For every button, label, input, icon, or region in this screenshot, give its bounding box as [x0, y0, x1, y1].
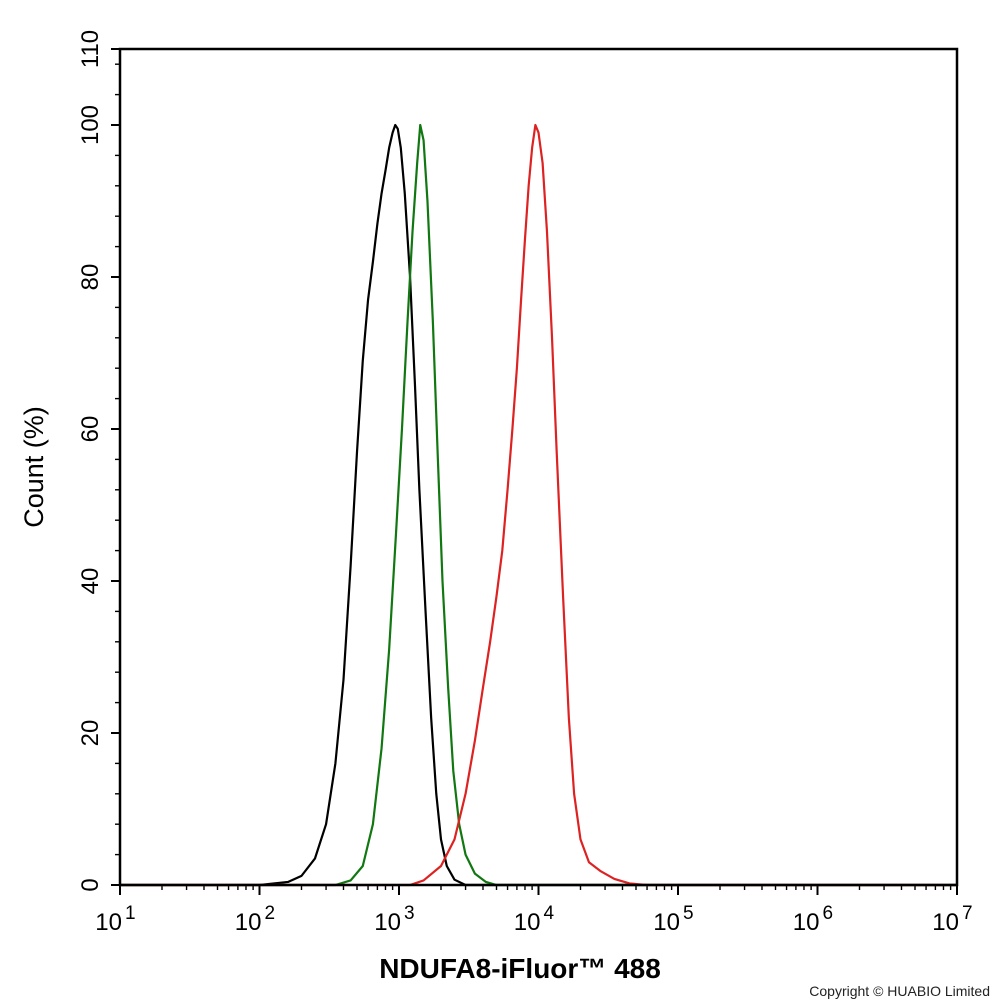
y-tick-label: 60 — [77, 416, 104, 443]
y-tick-label: 80 — [77, 264, 104, 291]
x-tick-label-exponent: 7 — [962, 903, 973, 924]
x-tick-label-base: 10 — [374, 909, 401, 936]
y-tick-label: 0 — [77, 878, 104, 891]
x-tick-label-exponent: 2 — [265, 903, 276, 924]
histogram-series-3 — [118, 123, 959, 887]
x-axis-title: NDUFA8-iFluor™ 488 — [379, 953, 661, 984]
y-tick-label: 20 — [77, 720, 104, 747]
x-tick-label-exponent: 5 — [683, 903, 694, 924]
x-tick-label-base: 10 — [514, 909, 541, 936]
x-tick-label-base: 10 — [932, 909, 959, 936]
major-ticks — [111, 48, 958, 895]
y-tick-label: 40 — [77, 568, 104, 595]
x-tick-label-base: 10 — [235, 909, 262, 936]
x-tick-label-base: 10 — [653, 909, 680, 936]
x-tick-labels: 10 1 10 2 10 3 10 4 10 5 10 6 10 7 — [95, 903, 972, 936]
x-tick-label-exponent: 3 — [404, 903, 415, 924]
histogram-series-1 — [118, 123, 959, 887]
copyright-notice: Copyright © HUABIO Limited — [809, 983, 990, 999]
x-tick-label-exponent: 6 — [823, 903, 834, 924]
x-tick-label-base: 10 — [793, 909, 820, 936]
y-tick-labels: 0 20 40 60 80 100 110 — [77, 30, 104, 892]
y-axis-title: Count (%) — [19, 406, 49, 528]
x-tick-label-exponent: 1 — [125, 903, 136, 924]
x-tick-label-exponent: 4 — [544, 903, 555, 924]
histogram-series-2 — [118, 123, 959, 887]
plot-frame — [118, 47, 959, 887]
y-tick-label: 110 — [77, 30, 104, 68]
minor-ticks — [115, 63, 952, 890]
y-tick-label: 100 — [77, 105, 104, 145]
series-layer — [118, 123, 959, 887]
x-tick-label-base: 10 — [95, 909, 122, 936]
